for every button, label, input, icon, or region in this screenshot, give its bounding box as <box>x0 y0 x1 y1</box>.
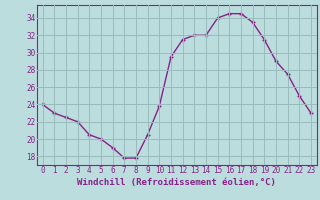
X-axis label: Windchill (Refroidissement éolien,°C): Windchill (Refroidissement éolien,°C) <box>77 178 276 187</box>
